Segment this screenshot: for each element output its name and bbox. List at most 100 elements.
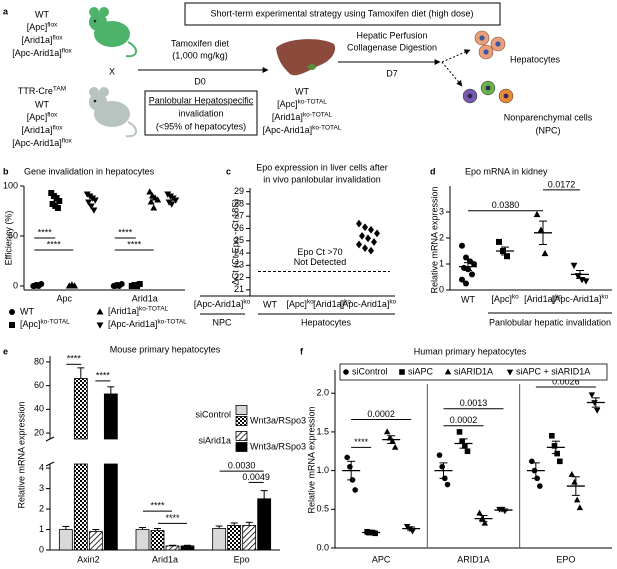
bar [88,531,103,551]
split-arrow [441,49,471,63]
significance-label: 0.0030 [228,461,256,471]
reference-label: Not Detected [294,257,347,267]
bar [242,525,257,551]
point [456,429,463,435]
x-tick-label: [Apc-Arid1a]ko [340,298,397,309]
point [459,242,465,249]
npc-nucleus [467,93,473,99]
point [371,238,377,246]
label-superscript: ko [344,298,351,305]
label-base: [Arid1a] [21,35,52,45]
point [573,496,581,503]
mouse-eye [93,99,97,103]
label-base: [Apc-Arid1a] [340,299,390,309]
y-tick-label: 23 [234,260,244,270]
label-base: [Arid1a] [108,306,139,316]
y-axis-label: ΔCt (Ct Epo - Ct 18S) [230,199,240,286]
mouse-head [89,93,107,111]
label-base: [Apc-Arid1a] [194,299,244,309]
chart-title: Human primary hepatocytes [414,346,527,356]
x-tick-label: Axin2 [77,554,100,564]
cell-label: (NPC) [536,125,561,135]
point [90,207,98,214]
y-tick-label: 1 [39,524,44,534]
npc-nucleus [503,93,509,99]
significance-label: 0.0049 [242,472,270,482]
point [576,504,584,511]
y-tick-label: 2.0 [316,388,329,398]
label-base: [Apc] [20,319,41,329]
reference-label: Epo Ct >70 [297,247,342,257]
point [459,276,465,283]
gallbladder [308,64,316,70]
point [568,470,576,477]
point [506,369,514,376]
y-tick-label: 4 [39,462,44,472]
legend-label: siARID1A [454,366,493,376]
point [359,231,365,240]
y-axis-label: Relative mRNA expression [429,186,439,293]
bar [58,529,73,551]
legend-label: WT [20,306,34,316]
y-tick-label: 21 [234,284,244,294]
legend-label: siControl [195,409,231,419]
y-tick-label: 2 [39,503,44,513]
point [54,205,61,211]
genotype-label: [Apc-Arid1a]flox [12,47,72,58]
point [444,481,451,488]
point [71,282,79,289]
y-tick-label: 0.5 [316,504,329,514]
significance-label: **** [354,437,369,447]
genotype-label: [Apc]flox [27,111,58,122]
significance-label: **** [127,239,142,249]
legend-label: [Arid1a]ko-TOTAL [108,305,169,316]
point [436,452,443,458]
y-axis-label: Relative mRNA expression [306,406,316,513]
x-tick-label: Arid1a [132,293,158,303]
point [476,509,483,516]
legend-label: Wnt3a/RSpo3 [250,441,306,451]
x-axis-label: Panlobular hepatic invalidation [489,317,611,327]
label-superscript: ko [512,293,519,300]
y-tick-label: 28 [234,198,244,208]
y-tick-label: 3 [439,206,444,216]
group-label: Hepatocytes [301,317,352,327]
point [150,204,158,211]
y-tick-label: 60 [34,380,44,390]
point [469,271,475,278]
label-base: [Apc] [491,294,512,304]
x-tick-label: WT [263,299,277,309]
genotype-label: [Apc]flox [27,21,58,32]
y-tick-label: 3 [39,483,44,493]
point [551,443,558,449]
x-tick-label: Apc [56,293,72,303]
split-arrow [441,61,463,87]
y-tick-label: 0 [39,544,44,554]
genotype-label: WT [35,99,49,109]
label-superscript: ko [555,293,562,300]
y-axis-label: Efficiency (%) [3,211,13,266]
bar [73,378,88,440]
hepatocyte-nucleus [483,49,489,55]
point [352,487,358,493]
x-tick-label: EPO [556,554,575,564]
significance-label: 0.0002 [450,415,478,425]
point [9,322,15,328]
point [347,463,353,470]
point [549,432,555,439]
panel-letter: a [3,6,9,16]
point [96,308,104,315]
perfusion-label: Hepatic Perfusion [356,30,427,40]
label-superscript: ko [601,293,608,300]
point [372,530,378,537]
genotype-label: [Arid1a]ko-TOTAL [272,111,333,122]
bar [73,463,88,551]
chart-title: Mouse primary hepatocytes [110,344,221,354]
perfusion-label: Collagenase Digestion [347,42,437,52]
bar [165,545,180,551]
x-tick-label: [Arid1a]ko [313,298,351,309]
genotype-label: [Arid1a]flox [21,34,63,45]
cell-label: Hepatocytes [510,54,561,64]
point [147,198,155,205]
point [344,454,350,461]
